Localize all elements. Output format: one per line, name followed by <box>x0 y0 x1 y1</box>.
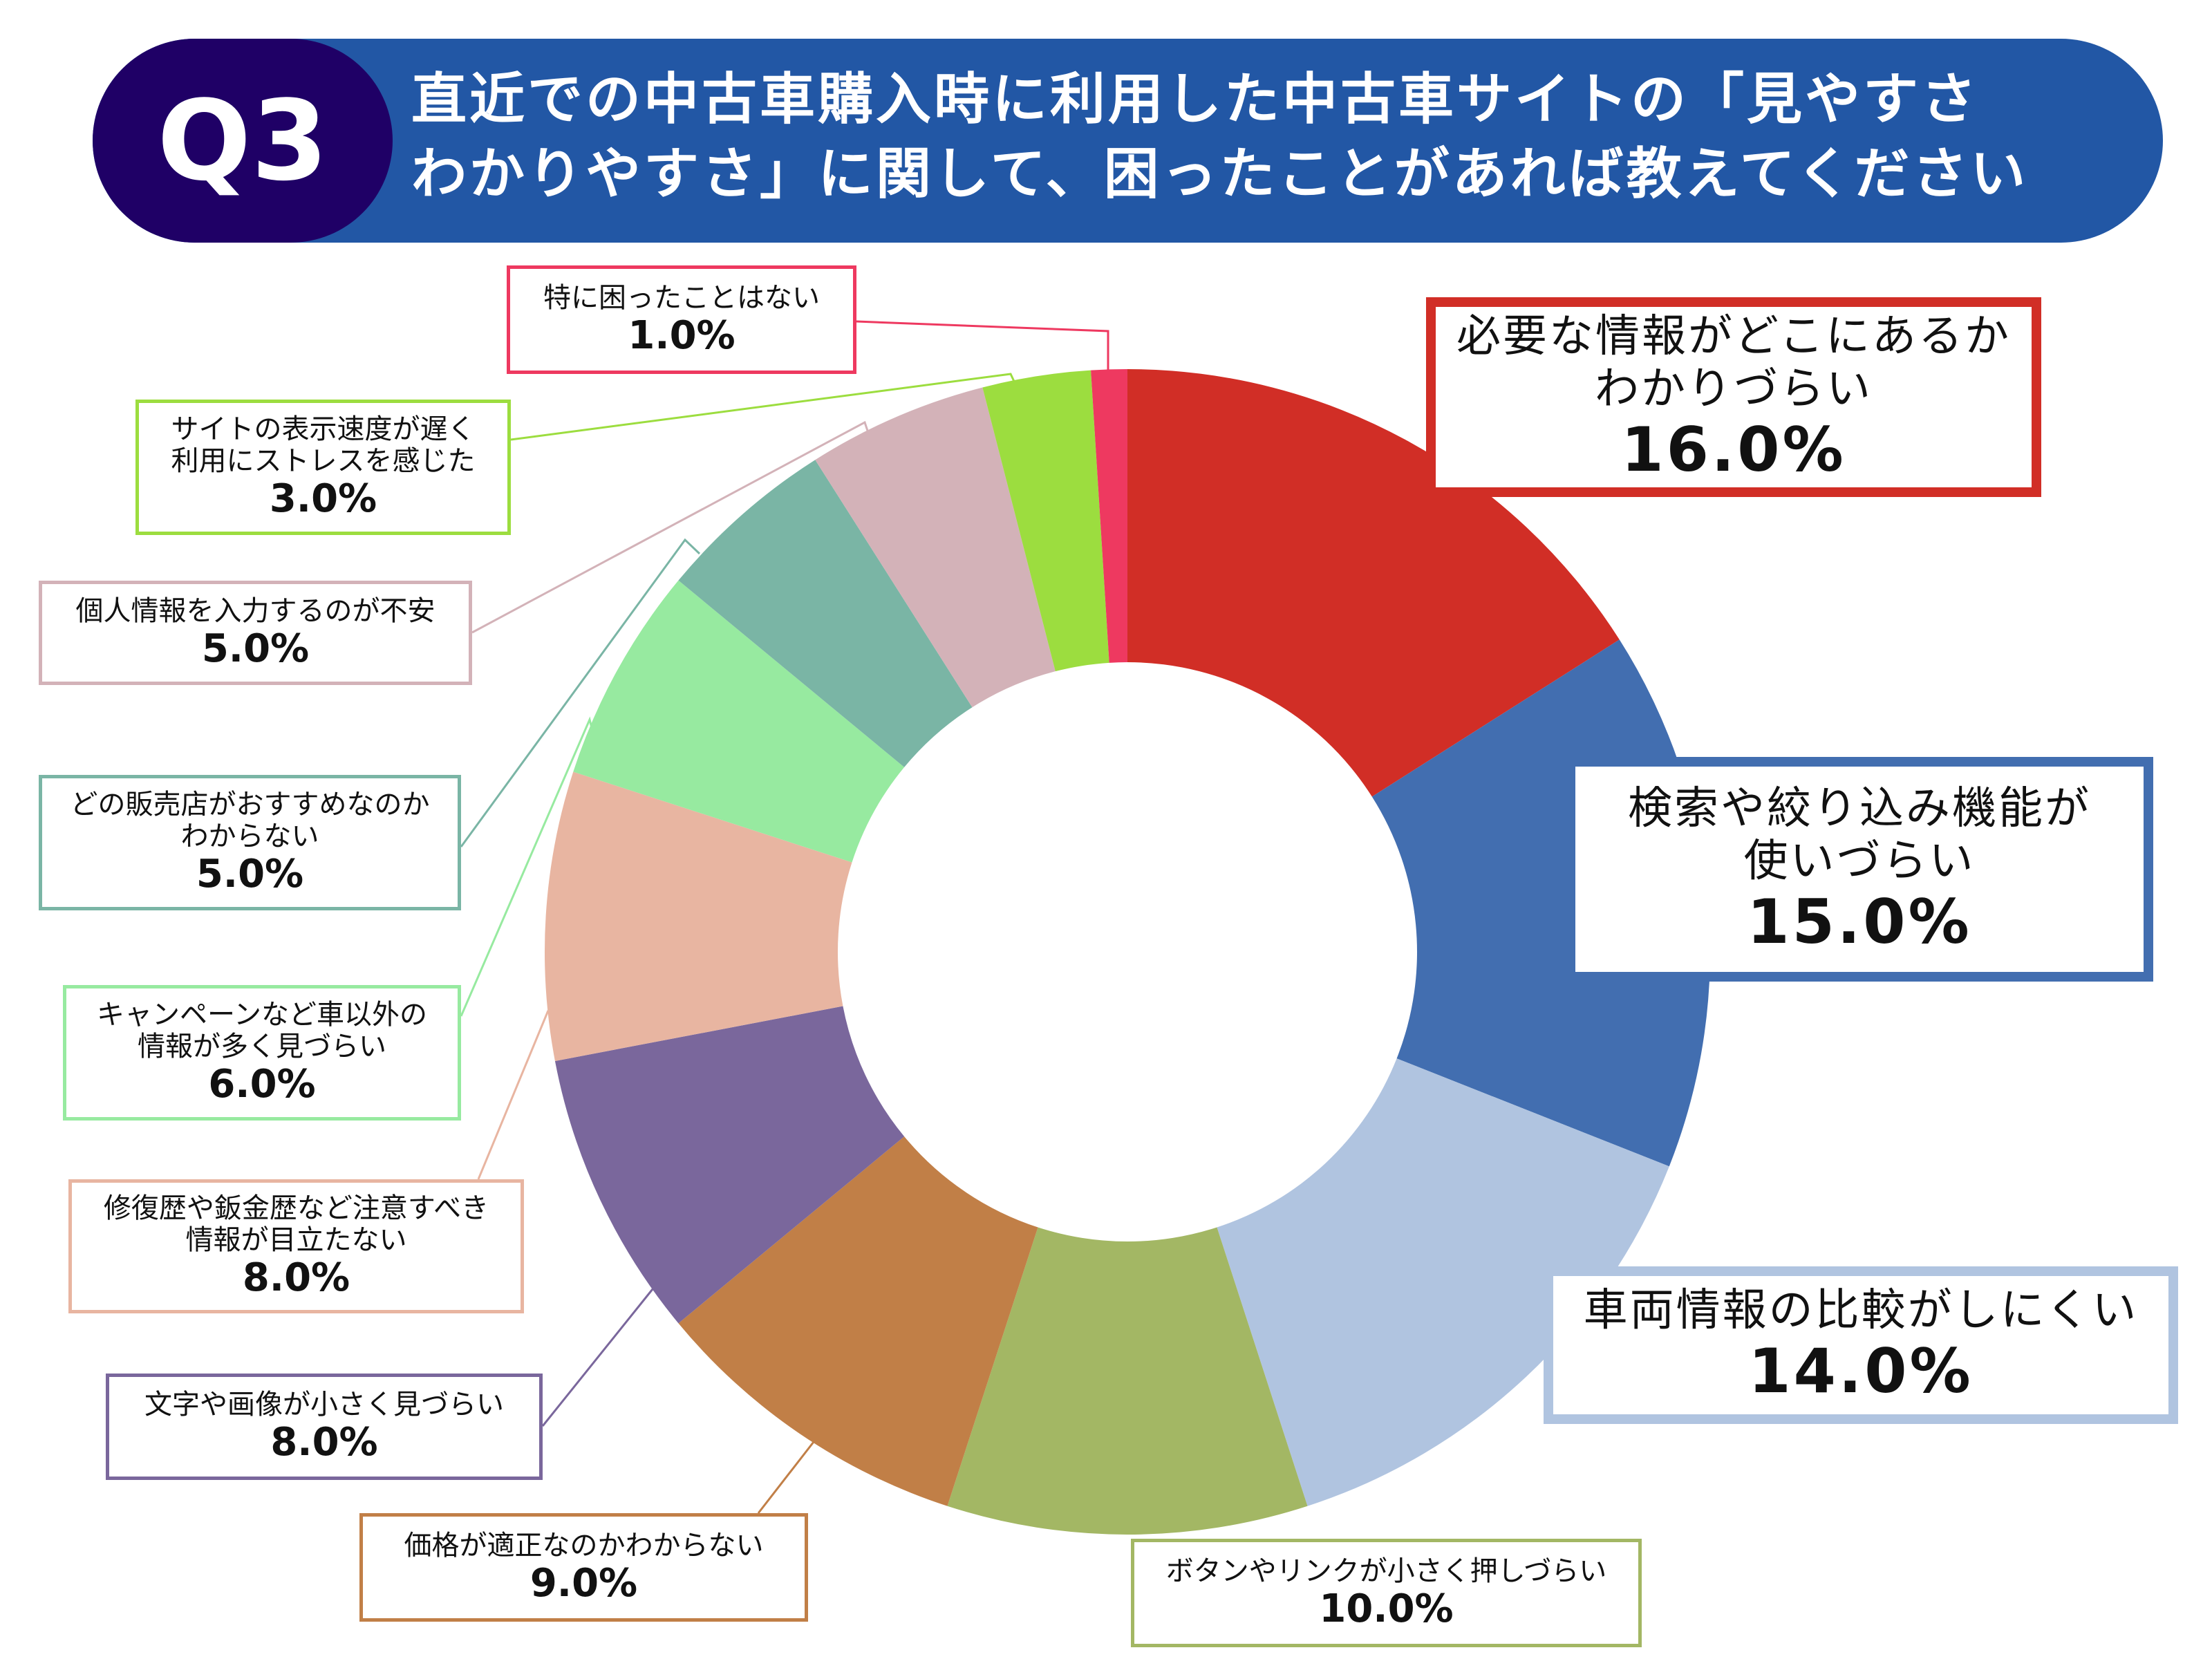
donut-slice-4 <box>678 1136 1038 1506</box>
question-banner <box>93 39 2163 243</box>
slice-label-11: 特に困ったことはない 1.0% <box>507 265 856 374</box>
label-value: 16.0% <box>1621 413 1846 485</box>
slice-label-4: 価格が適正なのかわからない 9.0% <box>359 1513 808 1622</box>
label-text: サイトの表示速度が遅く 利用にストレスを感じた <box>171 413 476 477</box>
label-text: 文字や画像が小さく見づらい <box>144 1389 504 1421</box>
leader-line-6 <box>477 1010 550 1180</box>
donut-slice-11 <box>1091 369 1127 663</box>
label-value: 8.0% <box>242 1255 350 1300</box>
donut-slice-7 <box>573 580 905 863</box>
label-text: 特に困ったことはない <box>543 281 820 314</box>
donut-slice-2 <box>1217 1058 1669 1506</box>
leader-line-11 <box>856 320 1109 374</box>
leader-line-10 <box>510 373 1018 441</box>
label-value: 6.0% <box>208 1062 316 1107</box>
donut-slice-5 <box>554 1006 905 1324</box>
slice-label-7: キャンペーンなど車以外の 情報が多く見づらい 6.0% <box>63 985 461 1121</box>
label-text: 検索や絞り込み機能が 使いづらい <box>1628 782 2091 887</box>
slice-label-0: 必要な情報がどこにあるか わかりづらい 16.0% <box>1426 297 2041 497</box>
slice-label-2: 車両情報の比較がしにくい 14.0% <box>1544 1266 2178 1424</box>
slice-label-3: ボタンやリンクが小さく押しづらい 10.0% <box>1131 1539 1642 1647</box>
label-value: 10.0% <box>1319 1586 1454 1631</box>
leader-line-7 <box>460 716 594 1017</box>
label-text: 必要な情報がどこにあるか わかりづらい <box>1456 310 2012 415</box>
label-text: キャンペーンなど車以外の 情報が多く見づらい <box>97 999 427 1062</box>
label-text: どの販売店がおすすめなのか わからない <box>70 789 430 852</box>
label-value: 3.0% <box>269 476 377 521</box>
label-value: 14.0% <box>1748 1335 1974 1407</box>
label-value: 5.0% <box>196 852 304 897</box>
leader-line-9 <box>471 420 870 634</box>
label-value: 8.0% <box>270 1420 378 1465</box>
slice-label-5: 文字や画像が小さく見づらい 8.0% <box>106 1374 543 1480</box>
donut-slice-8 <box>678 460 973 767</box>
slice-label-8: どの販売店がおすすめなのか わからない 5.0% <box>39 775 461 910</box>
donut-slice-0 <box>1127 369 1620 797</box>
donut-slice-6 <box>544 771 852 1061</box>
leader-line-4 <box>757 1441 815 1514</box>
label-text: ボタンやリンクが小さく押しづらい <box>1165 1555 1607 1587</box>
label-text: 車両情報の比較がしにくい <box>1583 1285 2139 1336</box>
question-title: 直近での中古車購入時に利用した中古車サイトの「見やすさ わかりやすさ」に関して、… <box>411 67 2029 206</box>
donut-slice-10 <box>982 370 1109 672</box>
leader-line-8 <box>460 538 701 847</box>
question-number-badge: Q3 <box>93 39 393 243</box>
slice-label-1: 検索や絞り込み機能が 使いづらい 15.0% <box>1566 757 2153 982</box>
label-value: 15.0% <box>1747 885 1972 957</box>
slice-label-9: 個人情報を入力するのが不安 5.0% <box>39 581 472 685</box>
label-value: 5.0% <box>201 626 310 671</box>
label-text: 修復歴や鈑金歴など注意すべき 情報が目立たない <box>103 1192 489 1256</box>
slice-label-10: サイトの表示速度が遅く 利用にストレスを感じた 3.0% <box>135 400 511 535</box>
label-text: 個人情報を入力するのが不安 <box>75 594 435 627</box>
label-text: 価格が適正なのかわからない <box>404 1529 764 1562</box>
donut-slice-3 <box>947 1227 1308 1535</box>
donut-slice-9 <box>815 387 1056 708</box>
label-value: 9.0% <box>529 1560 638 1606</box>
label-value: 1.0% <box>628 312 735 358</box>
leader-line-5 <box>541 1288 654 1427</box>
slice-label-6: 修復歴や鈑金歴など注意すべき 情報が目立たない 8.0% <box>68 1179 524 1313</box>
